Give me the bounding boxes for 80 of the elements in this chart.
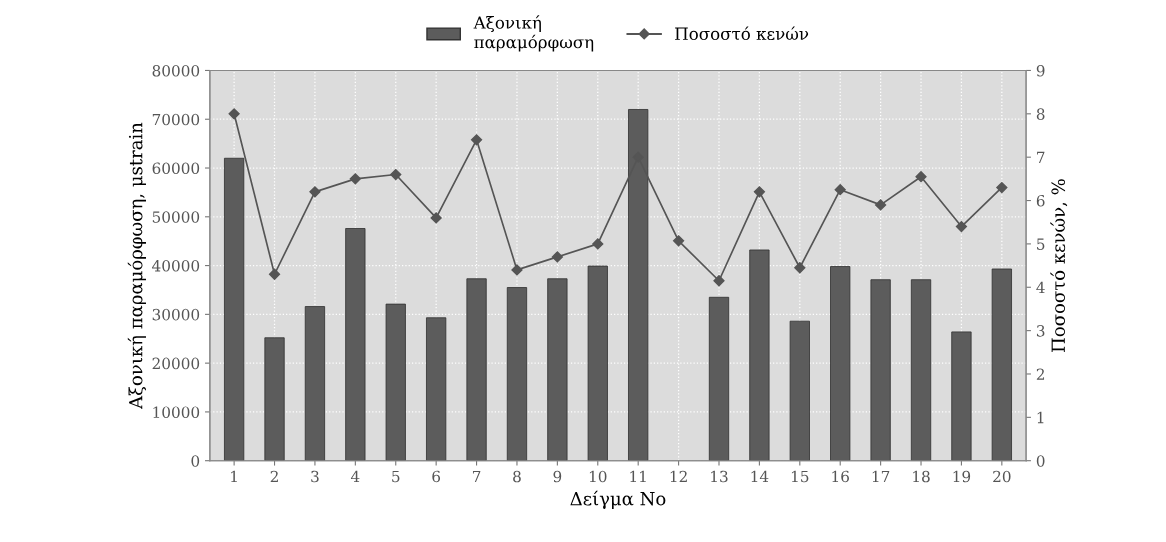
bar: [345, 228, 366, 461]
y2-tick-label: 3: [1036, 325, 1045, 337]
x-tick-label: 10: [589, 470, 607, 483]
y2-tick-label: 0: [1036, 455, 1045, 467]
x-tick-label: 20: [993, 470, 1011, 483]
y-tick-label: 40000: [152, 260, 200, 272]
x-tick-label: 11: [630, 470, 646, 483]
y-tick-label: 10000: [153, 406, 200, 418]
x-tick-label: 17: [872, 470, 890, 483]
x-tick-label: 16: [832, 470, 849, 483]
y-tick-label: 50000: [152, 211, 200, 223]
legend-label: Αξονική παραμόρφωση: [473, 15, 594, 52]
bar: [991, 268, 1012, 461]
legend-label: Ποσοστό κενών: [675, 26, 809, 41]
y2-tick-label: 7: [1037, 151, 1045, 163]
x-tick-label: 4: [350, 470, 360, 483]
point: [470, 134, 483, 146]
point: [430, 212, 442, 224]
y-tick-label: 80000: [152, 64, 200, 77]
point: [228, 108, 240, 120]
bar: [506, 287, 528, 461]
bar: [304, 306, 326, 461]
y2-axis-title: Ποσοστό κενών, %: [1050, 179, 1068, 352]
bar: [870, 279, 891, 461]
bar: [789, 320, 810, 461]
bar: [587, 265, 608, 461]
x-tick-label: 18: [913, 470, 930, 483]
bar: [749, 249, 770, 461]
point: [915, 171, 927, 183]
x-tick-label: 3: [311, 470, 319, 483]
x-tick-label: 12: [670, 470, 687, 483]
y-tick-label: 60000: [152, 162, 200, 175]
x-tick-label: 6: [432, 470, 441, 483]
x-tick-label: 9: [553, 470, 562, 483]
point: [551, 251, 563, 263]
point: [753, 186, 766, 198]
point: [794, 262, 806, 274]
y-tick-label: 70000: [152, 113, 200, 126]
y2-tick-label: 1: [1037, 411, 1044, 424]
y2-tick-label: 4: [1036, 281, 1045, 294]
y-tick-label: 20000: [152, 357, 200, 370]
point: [511, 264, 523, 276]
y2-tick-label: 2: [1036, 368, 1045, 380]
y-tick-label: 0: [191, 455, 200, 467]
y-axis-title: Αξονική παραμόρφωση, μstrain: [127, 122, 146, 410]
bar: [466, 278, 487, 461]
point: [672, 235, 685, 247]
bar: [264, 337, 285, 461]
x-tick-label: 14: [751, 470, 769, 483]
x-tick-label: 1: [231, 470, 237, 483]
bar: [547, 278, 568, 461]
x-tick-label: 2: [270, 470, 278, 483]
bar: [910, 279, 932, 461]
bar: [951, 331, 972, 461]
bar: [830, 266, 851, 461]
x-tick-label: 13: [711, 470, 728, 483]
point: [875, 199, 887, 211]
y-tick-label: 30000: [152, 308, 200, 321]
point: [996, 181, 1008, 194]
x-tick-label: 19: [953, 470, 971, 483]
point: [390, 168, 402, 181]
bar: [708, 296, 730, 461]
bar: [426, 317, 447, 461]
point: [268, 268, 281, 280]
y2-tick-label: 6: [1036, 195, 1045, 207]
bar: [385, 303, 406, 461]
y2-tick-label: 8: [1036, 108, 1045, 120]
x-tick-label: 8: [513, 470, 521, 483]
point: [713, 275, 725, 287]
x-axis-title: Δείγμα No: [570, 490, 666, 509]
point: [309, 186, 321, 198]
point: [834, 184, 846, 196]
point: [955, 220, 968, 233]
point: [349, 173, 361, 185]
x-tick-label: 5: [392, 470, 400, 483]
y2-tick-label: 9: [1036, 64, 1045, 77]
x-tick-label: 7: [472, 470, 481, 483]
x-tick-label: 15: [791, 470, 809, 483]
point: [592, 238, 604, 250]
y2-tick-label: 5: [1037, 238, 1045, 250]
